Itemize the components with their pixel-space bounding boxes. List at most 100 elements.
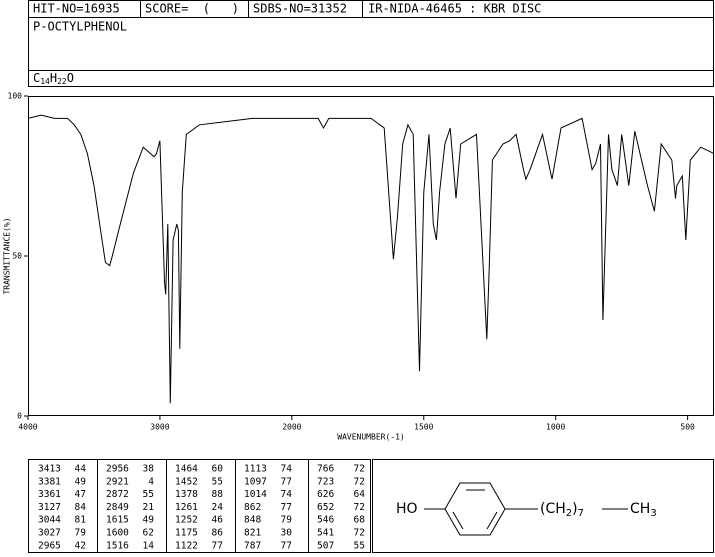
peak-transmittance: 38	[143, 464, 155, 475]
peak-wavenumber: 1464	[175, 464, 198, 475]
formula: C14H22O	[33, 71, 74, 86]
header-frame	[28, 0, 714, 87]
peak-wavenumber: 2965	[38, 540, 61, 551]
spectrum-line	[27, 114, 715, 404]
peak-transmittance: 30	[281, 528, 293, 539]
chain: (CH2)7	[540, 501, 584, 519]
x-tick-label: 1000	[546, 423, 565, 432]
peak-transmittance: 72	[354, 476, 365, 487]
methyl-sub: 3	[650, 508, 656, 519]
peak-wavenumber: 1600	[106, 528, 129, 539]
peak-wavenumber: 1097	[244, 476, 267, 487]
hit-no: HIT-NO=16935	[33, 2, 120, 16]
peak-wavenumber: 848	[244, 515, 261, 526]
peak-wavenumber: 626	[317, 489, 334, 500]
peak-wavenumber: 652	[317, 502, 334, 513]
formula-sub: 14	[40, 77, 50, 86]
peak-wavenumber: 2956	[106, 464, 129, 475]
peak-wavenumber: 2849	[106, 502, 129, 513]
peak-transmittance: 64	[354, 489, 366, 500]
peak-wavenumber: 3044	[38, 515, 61, 526]
peak-transmittance: 88	[212, 489, 224, 500]
peak-transmittance: 44	[75, 464, 87, 475]
peak-transmittance: 72	[354, 528, 365, 539]
sdbs-no: SDBS-NO=31352	[253, 2, 347, 16]
peak-wavenumber: 821	[244, 528, 261, 539]
formula-part: H	[50, 71, 57, 85]
peak-transmittance: 81	[75, 515, 87, 526]
peak-transmittance: 68	[354, 515, 366, 526]
peak-wavenumber: 3413	[38, 464, 61, 475]
peak-wavenumber: 766	[317, 464, 334, 475]
peak-wavenumber: 1615	[106, 515, 129, 526]
peak-wavenumber: 546	[317, 515, 334, 526]
peak-wavenumber: 787	[244, 540, 261, 551]
peak-transmittance: 55	[354, 540, 365, 551]
ring-bond	[486, 511, 498, 530]
x-tick-label: 500	[680, 423, 695, 432]
peak-transmittance: 42	[75, 540, 86, 551]
formula-part: C	[33, 71, 40, 85]
peak-transmittance: 77	[281, 540, 292, 551]
chain-sub: 2	[566, 508, 572, 519]
peak-wavenumber: 2921	[106, 476, 129, 487]
peak-transmittance: 49	[75, 476, 87, 487]
peak-transmittance: 55	[143, 489, 154, 500]
peak-wavenumber: 541	[317, 528, 334, 539]
peak-transmittance: 74	[281, 464, 293, 475]
peak-transmittance: 72	[354, 464, 365, 475]
benzene-ring	[444, 482, 506, 536]
peak-wavenumber: 1175	[175, 528, 198, 539]
chain-part: )	[572, 501, 577, 517]
y-tick-label: 50	[12, 252, 22, 261]
x-tick-label: 2000	[282, 423, 301, 432]
ir-id: IR-NIDA-46465 : KBR DISC	[368, 2, 541, 16]
y-axis-label: TRANSMITTANCE(%)	[3, 217, 12, 294]
peak-transmittance: 79	[75, 528, 87, 539]
peak-wavenumber: 2872	[106, 489, 129, 500]
methyl: CH3	[630, 501, 657, 519]
plot-frame	[28, 96, 714, 416]
score: SCORE= ( )	[145, 2, 239, 16]
peak-wavenumber: 3027	[38, 528, 61, 539]
chain-sub: 7	[578, 508, 584, 519]
peak-transmittance: 62	[143, 528, 154, 539]
x-tick-label: 4000	[18, 423, 37, 432]
peak-transmittance: 86	[212, 528, 224, 539]
peak-transmittance: 79	[281, 515, 293, 526]
peak-wavenumber: 3361	[38, 489, 61, 500]
x-tick-label: 3000	[150, 423, 169, 432]
x-axis-label: WAVENUMBER(-1)	[337, 433, 404, 442]
peak-transmittance: 60	[212, 464, 224, 475]
y-tick-label: 0	[17, 412, 22, 421]
y-tick-label: 100	[8, 92, 23, 101]
formula-part: O	[67, 71, 74, 85]
peak-transmittance: 77	[281, 502, 292, 513]
peak-transmittance: 47	[75, 489, 86, 500]
peak-transmittance: 14	[143, 540, 155, 551]
peak-wavenumber: 1516	[106, 540, 129, 551]
peak-transmittance: 21	[143, 502, 155, 513]
peak-wavenumber: 1252	[175, 515, 198, 526]
peak-wavenumber: 1261	[175, 502, 198, 513]
peak-wavenumber: 1113	[244, 464, 267, 475]
peak-transmittance: 24	[212, 502, 224, 513]
peak-transmittance: 72	[354, 502, 365, 513]
compound-name: P-OCTYLPHENOL	[33, 20, 127, 34]
hydroxyl: HO	[396, 501, 418, 517]
methyl-part: CH	[630, 501, 650, 517]
peak-wavenumber: 1122	[175, 540, 198, 551]
x-tick-label: 1500	[414, 423, 433, 432]
peak-transmittance: 77	[281, 476, 292, 487]
peak-wavenumber: 723	[317, 476, 334, 487]
peak-transmittance: 77	[212, 540, 223, 551]
peak-wavenumber: 1014	[244, 489, 267, 500]
formula-sub: 22	[57, 77, 67, 86]
peak-transmittance: 4	[148, 476, 154, 487]
peak-wavenumber: 862	[244, 502, 261, 513]
peak-wavenumber: 1378	[175, 489, 198, 500]
peak-transmittance: 46	[212, 515, 224, 526]
chain-part: (CH	[540, 501, 566, 517]
